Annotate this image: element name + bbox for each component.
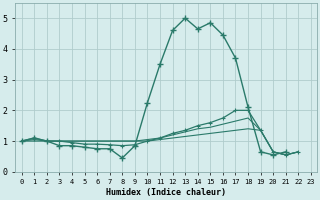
X-axis label: Humidex (Indice chaleur): Humidex (Indice chaleur) <box>106 188 226 197</box>
